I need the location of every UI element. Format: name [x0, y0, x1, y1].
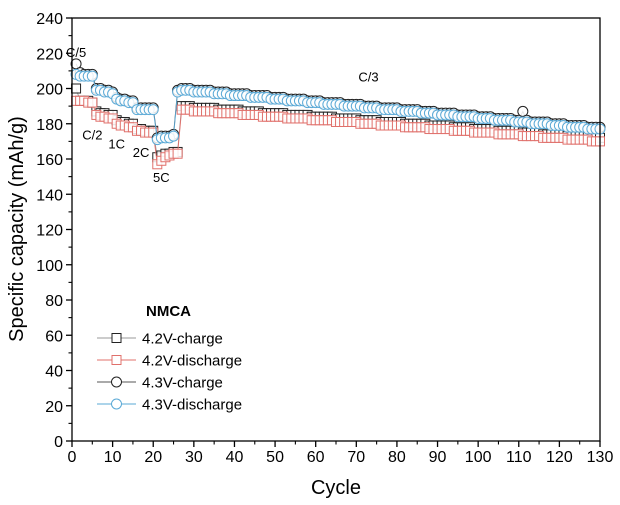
y-tick-label: 140: [36, 187, 63, 204]
x-tick-label: 100: [465, 449, 492, 466]
y-tick-label: 200: [36, 82, 63, 99]
y-tick-label: 120: [36, 223, 63, 240]
legend-circle-marker-icon: [111, 398, 122, 410]
x-tick-label: 40: [226, 449, 244, 466]
x-tick-label: 60: [307, 449, 325, 466]
x-tick-label: 90: [429, 449, 447, 466]
y-tick-label: 180: [36, 117, 63, 134]
annotation-label: C/5: [66, 45, 86, 60]
legend: NMCA 4.2V-charge 4.2V-discharge 4.3V-charg…: [97, 303, 242, 414]
x-tick-label: 30: [185, 449, 203, 466]
y-tick-label: 160: [36, 152, 63, 169]
annotation-label: 2C: [133, 145, 150, 160]
y-tick-label: 0: [54, 434, 63, 451]
legend-item: 4.3V-discharge: [97, 397, 242, 414]
legend-label: 4.3V-charge: [142, 375, 223, 392]
series-4.3V-discharge: [70, 68, 606, 146]
y-tick-label: 60: [45, 328, 63, 345]
x-tick-label: 0: [68, 449, 77, 466]
annotation-label: C/3: [358, 69, 378, 84]
y-tick-label: 240: [36, 11, 63, 28]
legend-title: NMCA: [146, 303, 191, 320]
data-point: [70, 58, 82, 70]
legend-label: 4.3V-discharge: [142, 397, 242, 414]
annotation-label: 1C: [108, 136, 125, 151]
x-tick-label: 120: [546, 449, 573, 466]
x-tick-label: 70: [347, 449, 365, 466]
axes: 0 10 20 30 40 50 60 70 80 90 100 110 120 130 0 20 40 60 80…: [36, 11, 613, 466]
x-tick-label: 110: [506, 449, 532, 466]
data-point: [147, 104, 159, 116]
y-tick-label: 80: [45, 293, 63, 310]
x-tick-label: 20: [144, 449, 162, 466]
legend-circle-marker-icon: [111, 376, 122, 388]
y-tick-label: 40: [45, 364, 63, 381]
y-tick-label: 100: [36, 258, 63, 275]
legend-item: 4.3V-charge: [97, 375, 223, 392]
data-point: [87, 97, 98, 108]
legend-item: 4.2V-charge: [97, 331, 223, 348]
legend-square-marker-icon: [111, 355, 122, 365]
x-axis-label: Cycle: [311, 477, 361, 499]
y-tick-label: 220: [36, 46, 63, 63]
x-tick-label: 80: [388, 449, 406, 466]
legend-item: 4.2V-discharge: [97, 353, 242, 370]
data-point: [168, 130, 180, 142]
data-marks: [70, 58, 606, 170]
x-tick-label: 10: [104, 449, 122, 466]
data-point: [517, 105, 529, 117]
annotation-label: C/2: [82, 128, 102, 143]
data-point: [71, 83, 82, 94]
x-tick-label: 50: [266, 449, 284, 466]
data-point: [172, 148, 183, 159]
annotation-label: 5C: [153, 170, 170, 185]
legend-label: 4.2V-discharge: [142, 353, 242, 370]
series-4.2V-discharge: [71, 95, 605, 170]
legend-square-marker-icon: [111, 333, 122, 343]
x-tick-label: 130: [587, 449, 614, 466]
legend-label: 4.2V-charge: [142, 331, 223, 348]
y-axis-label: Specific capacity (mAh/g): [6, 116, 28, 342]
y-tick-label: 20: [45, 399, 63, 416]
data-point: [86, 70, 98, 82]
